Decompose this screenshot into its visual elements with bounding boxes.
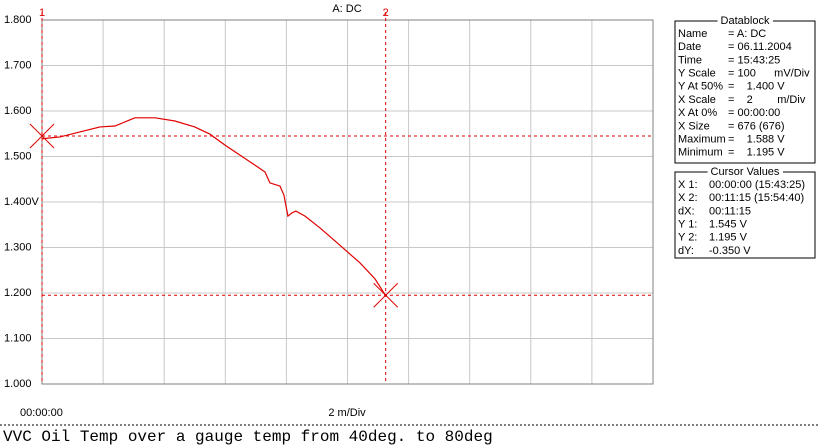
caption: VVC Oil Temp over a gauge temp from 40de… [3, 428, 493, 446]
x-origin-label: 00:00:00 [20, 407, 63, 419]
panel-key: Maximum [678, 134, 726, 146]
y-tick-label: 1.400V [4, 196, 40, 208]
y-tick-label: 1.100 [4, 332, 32, 344]
y-tick-label: 1.000 [4, 378, 32, 390]
panel-value: = 00:00:00 [728, 107, 780, 119]
panel-key: Y At 50% [678, 81, 723, 93]
panel-key: Date [678, 41, 701, 53]
panel-value: 00:11:15 [709, 205, 751, 217]
panel-value: = 15:43:25 [728, 54, 780, 66]
panel-value: 1.545 V [709, 219, 748, 231]
panel-key: dX: [678, 205, 695, 217]
y-tick-label: 1.600 [4, 105, 32, 117]
panel-value: = 06.11.2004 [728, 41, 792, 53]
panel-title-bg [707, 165, 783, 178]
cursor-cross [373, 282, 399, 308]
panel-key: Name [678, 28, 707, 40]
panel-value: -0.350 V [709, 245, 751, 257]
panel-value: 00:11:15 (15:54:40) [709, 192, 804, 204]
panel-key: X Size [678, 120, 710, 132]
panel-value: = 2 m/Div [728, 94, 806, 106]
panel-value: = A: DC [728, 28, 766, 40]
trace [41, 117, 387, 297]
chart-title: A: DC [332, 3, 361, 15]
panel-title: Datablock [721, 15, 770, 27]
panel-title-bg [717, 14, 773, 27]
panel-key: Y Scale [678, 68, 716, 80]
panel-value: 00:00:00 (15:43:25) [709, 179, 805, 191]
y-tick-label: 1.300 [4, 241, 32, 253]
panel-value: 1.195 V [709, 232, 748, 244]
panel-value: = 1.195 V [728, 147, 785, 159]
panel-key: X 1: [678, 179, 698, 191]
x-axis-label: 2 m/Div [328, 407, 366, 419]
y-tick-label: 1.800 [4, 14, 32, 26]
y-tick-label: 1.200 [4, 287, 32, 299]
plot-frame [41, 19, 654, 385]
y-tick-label: 1.500 [4, 150, 32, 162]
panel-key: X Scale [678, 94, 716, 106]
panel-key: dY: [678, 245, 694, 257]
panel-value: = 1.588 V [728, 134, 785, 146]
cursor-label: 2 [383, 7, 389, 19]
cursor-cross [29, 123, 55, 149]
panel-key: Y 2: [678, 232, 697, 244]
panel-key: Y 1: [678, 219, 697, 231]
y-tick-label: 1.700 [4, 59, 32, 71]
panel-key: X At 0% [678, 107, 717, 119]
panel-key: Minimum [678, 147, 723, 159]
panel-value: = 676 (676) [728, 120, 785, 132]
panel-title: Cursor Values [711, 166, 780, 178]
cursor-label: 1 [39, 7, 45, 19]
panel-value: = 100 mV/Div [728, 68, 810, 80]
panel-value: = 1.400 V [728, 81, 785, 93]
panel-key: Time [678, 54, 702, 66]
panel-key: X 2: [678, 192, 698, 204]
